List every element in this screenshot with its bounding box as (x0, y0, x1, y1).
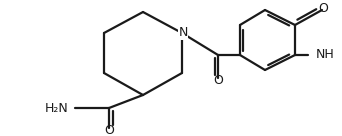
Text: O: O (213, 73, 223, 86)
Text: H₂N: H₂N (45, 101, 69, 115)
Text: NH: NH (316, 49, 335, 61)
Text: N: N (178, 27, 188, 39)
Text: O: O (104, 123, 114, 136)
Text: O: O (318, 2, 328, 16)
